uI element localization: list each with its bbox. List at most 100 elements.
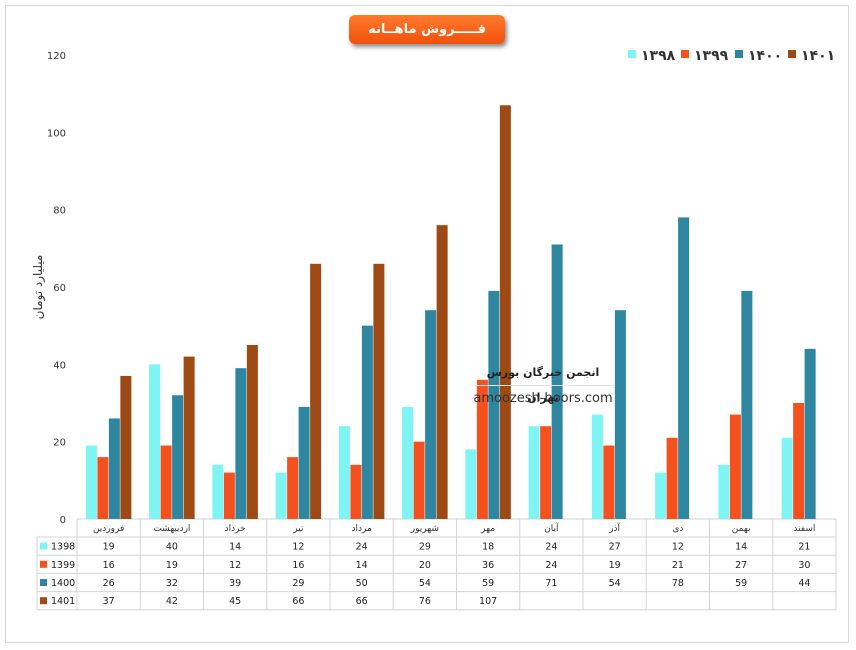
watermark: انجمن خبرگان بورس تهران amoozesh-boors.c… — [471, 360, 615, 411]
table-cell-value: 19 — [103, 542, 115, 553]
bar — [298, 406, 310, 519]
bar — [528, 426, 540, 519]
bar — [361, 325, 373, 519]
legend-swatch — [788, 50, 796, 58]
table-cell-value: 54 — [609, 578, 621, 589]
table-cell-value: 37 — [103, 596, 115, 607]
table-legend-key — [40, 542, 47, 550]
legend-label: ۱۴۰۱ — [801, 48, 835, 64]
table-cell-value: 32 — [166, 578, 178, 589]
y-axis-label: میلیارد تومان — [31, 255, 46, 320]
bar — [476, 379, 488, 519]
table-cell-value: 24 — [545, 560, 557, 571]
bar — [235, 368, 247, 519]
table-cell-value: 12 — [672, 542, 684, 553]
y-tick-label: 100 — [47, 128, 66, 139]
watermark-title: انجمن خبرگان بورس تهران — [486, 366, 600, 404]
table-cell-value: 66 — [356, 596, 368, 607]
x-tick-label: اردیبهشت — [153, 524, 190, 534]
bar — [425, 310, 437, 519]
bar — [402, 406, 414, 519]
bar — [488, 290, 500, 519]
bar — [287, 457, 299, 519]
x-tick-label: فروردین — [93, 524, 124, 534]
bar — [338, 426, 350, 519]
bar — [149, 364, 161, 519]
bar — [729, 414, 741, 519]
table-cell-value: 59 — [482, 578, 494, 589]
bar — [465, 449, 477, 519]
bar — [655, 472, 667, 519]
bar — [551, 244, 563, 519]
table-series-label: 1398 — [51, 542, 75, 553]
table-cell-value: 29 — [419, 542, 431, 553]
bar — [310, 263, 322, 519]
bar — [591, 414, 603, 519]
bar — [781, 437, 793, 519]
table-cell-value: 14 — [229, 542, 241, 553]
table-cell-value: 16 — [292, 560, 304, 571]
bar — [160, 445, 172, 519]
table-cell-value: 19 — [166, 560, 178, 571]
table-cell-value: 78 — [672, 578, 684, 589]
bar — [540, 426, 552, 519]
x-tick-label: مرداد — [351, 524, 371, 534]
y-tick-label: 40 — [53, 360, 66, 371]
legend-label: ۱۴۰۰ — [748, 48, 782, 64]
table-cell-value: 24 — [545, 542, 557, 553]
table-cell-value: 76 — [419, 596, 431, 607]
table-cell-value: 12 — [229, 560, 241, 571]
bar — [614, 310, 626, 519]
legend-label: ۱۳۹۸ — [641, 48, 676, 64]
bar — [120, 375, 132, 519]
table-cell-value: 27 — [735, 560, 747, 571]
table-cell-value: 19 — [609, 560, 621, 571]
bar — [741, 290, 753, 519]
bar — [275, 472, 287, 519]
x-tick-label: خرداد — [225, 524, 246, 534]
bar — [373, 263, 385, 519]
legend-swatch — [735, 50, 743, 58]
y-tick-label: 60 — [53, 283, 66, 294]
bar — [108, 418, 120, 519]
table-cell-value: 40 — [166, 542, 178, 553]
bar — [223, 472, 235, 519]
bar — [97, 457, 109, 519]
x-tick-label: مهر — [480, 524, 495, 534]
table-cell-value: 71 — [545, 578, 557, 589]
table-cell-value: 12 — [292, 542, 304, 553]
table-cell-value: 18 — [482, 542, 494, 553]
x-tick-label: آذر — [608, 522, 620, 534]
bar — [603, 445, 615, 519]
x-tick-label: آبان — [544, 522, 559, 534]
table-cell-value: 26 — [103, 578, 115, 589]
table-cell-value: 27 — [609, 542, 621, 553]
bar — [499, 105, 511, 520]
table-cell-value: 59 — [735, 578, 747, 589]
x-tick-label: بهمن — [732, 524, 751, 534]
table-cell-value: 14 — [356, 560, 368, 571]
table-cell-value: 45 — [229, 596, 241, 607]
bar — [804, 348, 816, 519]
legend-label: ۱۳۹۹ — [694, 48, 729, 64]
table-cell-value: 44 — [798, 578, 810, 589]
y-tick-label: 0 — [60, 515, 66, 526]
bar — [172, 395, 184, 519]
bar — [212, 464, 224, 519]
legend-swatch — [628, 50, 636, 58]
table-legend-key — [40, 560, 47, 568]
table-cell-value: 16 — [103, 560, 115, 571]
table-series-label: 1401 — [51, 596, 75, 607]
table-series-label: 1399 — [51, 560, 75, 571]
bar — [413, 441, 425, 519]
table-cell-value: 42 — [166, 596, 178, 607]
table-cell-value: 24 — [356, 542, 368, 553]
table-series-label: 1400 — [51, 578, 75, 589]
y-tick-label: 20 — [53, 438, 66, 449]
table-cell-value: 66 — [292, 596, 304, 607]
table-cell-value: 30 — [798, 560, 810, 571]
bar — [350, 464, 362, 519]
table-legend-key — [40, 597, 47, 605]
bar — [718, 464, 730, 519]
